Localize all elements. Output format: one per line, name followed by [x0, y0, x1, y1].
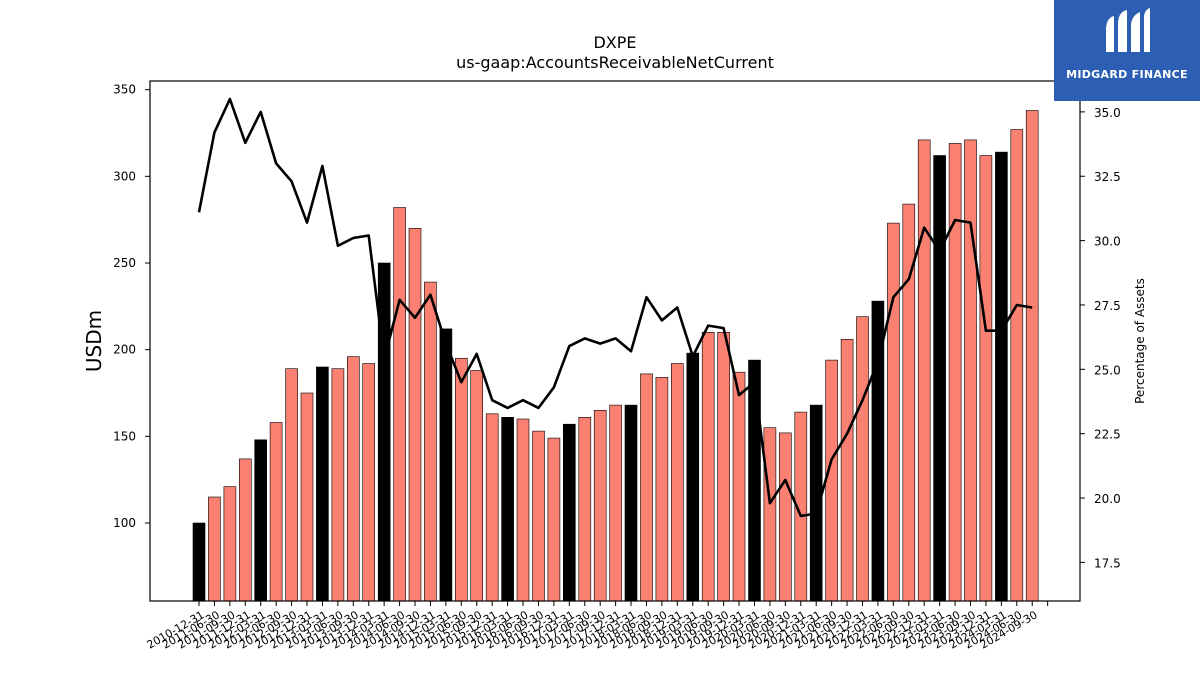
right-tick-label: 17.5	[1094, 556, 1121, 570]
bar-2019-12-31	[748, 359, 761, 602]
bar-2023-03-31	[948, 143, 962, 602]
bar-2012-09-30	[300, 392, 314, 602]
bar-2016-03-31	[516, 418, 530, 602]
bar-2021-09-30	[856, 316, 869, 602]
bar-2011-09-30	[239, 458, 252, 602]
bar-2011-12-31	[254, 439, 267, 602]
percentage-line	[197, 97, 1033, 518]
left-tick-label: 350	[113, 83, 136, 97]
right-tick-label: 30.0	[1094, 235, 1121, 249]
bar-2013-12-31	[377, 262, 391, 602]
bar-2017-06-30	[593, 409, 607, 602]
right-tick-label: 32.5	[1094, 170, 1121, 184]
bar-2011-06-30	[223, 486, 237, 602]
chart-title: DXPE	[593, 33, 636, 52]
bar-2022-03-31	[887, 222, 900, 602]
left-tick-label: 150	[113, 429, 136, 443]
y-axis-label-left: USDm	[82, 310, 106, 372]
bar-2019-03-31	[701, 331, 715, 602]
midgard-logo-icon	[1106, 8, 1150, 52]
bar-2016-12-31	[562, 423, 576, 602]
bar-2015-06-30	[470, 370, 484, 602]
bar-2024-06-30	[1025, 110, 1039, 602]
bar-2017-12-31	[624, 404, 638, 602]
chart-subtitle: us-gaap:AccountsReceivableNetCurrent	[456, 53, 774, 72]
left-tick-label: 250	[113, 256, 136, 270]
bar-2013-03-31	[331, 368, 345, 602]
bar-2021-03-31	[825, 359, 838, 602]
bar-2013-06-30	[346, 356, 360, 602]
bar-2023-06-30	[964, 139, 977, 602]
bar-2017-03-31	[578, 416, 592, 602]
brand-logo: MIDGARD FINANCE	[1054, 0, 1200, 101]
y-axis-label-right: Percentage of Assets	[1133, 278, 1147, 404]
bar-2020-03-31	[763, 427, 777, 602]
bar-2023-09-30	[979, 155, 993, 602]
bar-2016-06-30	[532, 430, 545, 602]
bar-2014-03-31	[393, 207, 406, 602]
bar-2022-12-31	[933, 155, 946, 602]
bar-2018-12-31	[686, 352, 700, 602]
left-tick-label: 300	[113, 169, 136, 183]
bar-2021-06-30	[840, 338, 854, 602]
brand-name: MIDGARD FINANCE	[1066, 68, 1188, 81]
bar-2012-12-31	[316, 366, 329, 602]
bar-2024-03-31	[1010, 129, 1024, 602]
right-tick-label: 20.0	[1094, 492, 1121, 506]
bar-2019-06-30	[717, 331, 730, 602]
bar-2015-09-30	[485, 413, 499, 602]
right-tick-label: 25.0	[1094, 363, 1121, 377]
bar-2014-12-31	[439, 328, 453, 602]
right-y-axis: 17.5 20.0 22.5 25.0 27.5 30.0 32.5 35.0	[1080, 106, 1121, 570]
bar-2011-03-31	[208, 496, 221, 602]
right-tick-label: 35.0	[1094, 106, 1121, 120]
bar-2018-03-31	[640, 373, 653, 602]
bar-2012-06-30	[285, 368, 298, 602]
bar-series	[192, 110, 1039, 602]
plot-frame	[149, 80, 1081, 602]
bar-2019-09-30	[732, 371, 746, 602]
bar-2014-09-30	[424, 281, 437, 602]
bar-2022-09-30	[917, 139, 931, 602]
right-tick-label: 27.5	[1094, 299, 1121, 313]
bar-2014-06-30	[408, 228, 422, 602]
bar-2018-06-30	[655, 377, 669, 602]
left-y-axis: 100 150 200 250 300 350	[113, 83, 150, 530]
bar-2015-12-31	[501, 416, 514, 602]
bar-2018-09-30	[670, 363, 684, 602]
bar-2013-09-30	[362, 363, 376, 602]
bar-2020-06-30	[778, 432, 792, 602]
bar-2017-09-30	[609, 404, 622, 602]
line-series	[197, 97, 1033, 518]
bar-2023-12-31	[995, 151, 1008, 602]
right-tick-label: 22.5	[1094, 428, 1121, 442]
x-axis: 2010-12-312011-06-302011-09-302011-12-31…	[145, 601, 1049, 652]
bar-2016-09-30	[547, 437, 561, 602]
bar-2015-03-31	[454, 357, 468, 602]
bar-2012-03-31	[269, 422, 283, 602]
bar-2010-12-31	[192, 522, 206, 602]
left-tick-label: 100	[113, 516, 136, 530]
left-tick-label: 200	[113, 343, 136, 357]
